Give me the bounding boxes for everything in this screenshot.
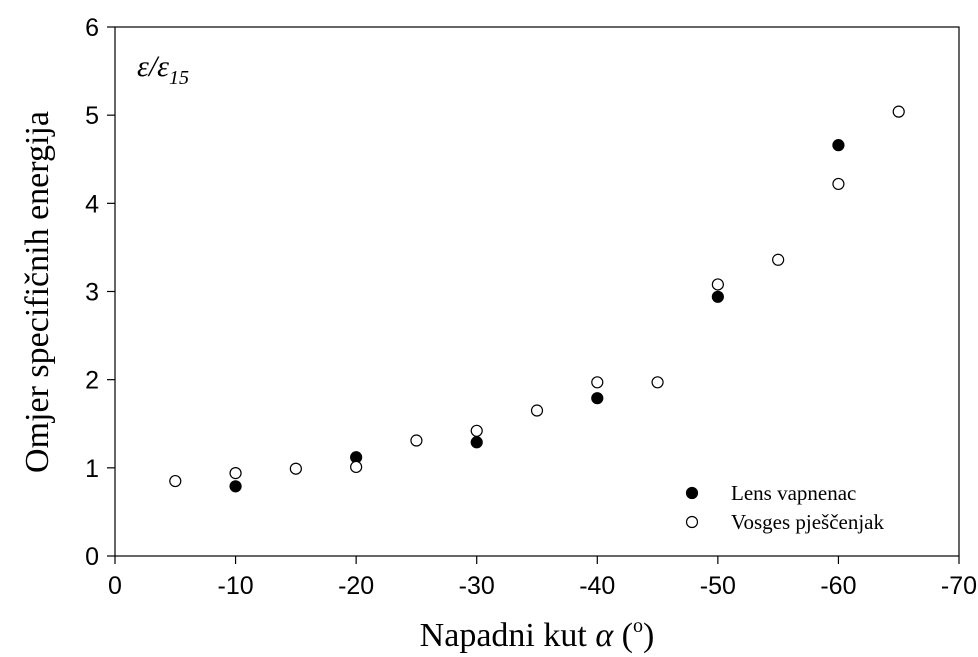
annotation-main: ε/ε bbox=[137, 50, 169, 83]
legend-label-series-1: Lens vapnenac bbox=[731, 481, 856, 505]
x-axis-title-main: Napadni kut bbox=[420, 617, 596, 654]
data-point-vosges-pjescenjak bbox=[169, 474, 182, 488]
x-tick-label: 0 bbox=[108, 572, 122, 600]
data-point-vosges-pjescenjak bbox=[470, 424, 483, 437]
data-point-vosges-pjescenjak bbox=[892, 105, 905, 118]
data-point-vosges-pjescenjak bbox=[530, 404, 544, 417]
y-axis: 0 1 2 3 4 5 6 bbox=[85, 14, 115, 571]
x-tick-label: -50 bbox=[700, 572, 736, 600]
data-point-vosges-pjescenjak bbox=[350, 460, 363, 474]
y-tick-label: 5 bbox=[85, 102, 99, 130]
data-point-lens-vapnenac bbox=[711, 290, 724, 303]
legend-marker-filled bbox=[685, 486, 699, 500]
legend-marker-open bbox=[685, 515, 699, 529]
x-axis: 0 -10 -20 -30 -40 -50 -60 -70 bbox=[108, 556, 977, 600]
data-point-vosges-pjescenjak bbox=[410, 434, 423, 447]
legend: Lens vapnenac Vosges pješčenjak bbox=[685, 481, 884, 534]
data-point-vosges-pjescenjak bbox=[832, 177, 845, 191]
data-point-lens-vapnenac bbox=[229, 480, 242, 493]
y-tick-label: 3 bbox=[85, 279, 99, 307]
y-tick-label: 2 bbox=[85, 367, 99, 395]
x-axis-title-unit-open: ( bbox=[613, 617, 633, 654]
annotation-subscript: 15 bbox=[169, 67, 189, 89]
data-point-lens-vapnenac bbox=[470, 436, 483, 449]
x-tick-label: -40 bbox=[579, 572, 615, 600]
data-point-vosges-pjescenjak bbox=[229, 467, 242, 480]
y-tick-label: 1 bbox=[85, 455, 99, 483]
data-point-vosges-pjescenjak bbox=[651, 376, 664, 389]
x-axis-title-symbol: α bbox=[595, 617, 614, 654]
x-tick-label: -20 bbox=[338, 572, 374, 600]
annotation-ratio: ε/ε15 bbox=[137, 50, 189, 89]
x-tick-label: -60 bbox=[820, 572, 856, 600]
y-tick-label: 4 bbox=[85, 190, 99, 218]
data-point-vosges-pjescenjak bbox=[772, 253, 785, 266]
data-point-vosges-pjescenjak bbox=[591, 376, 604, 389]
x-axis-title: Napadni kut α (o) bbox=[420, 615, 655, 654]
plot-frame bbox=[114, 26, 960, 557]
legend-label-series-2: Vosges pješčenjak bbox=[731, 510, 884, 534]
data-point-vosges-pjescenjak bbox=[711, 278, 724, 291]
x-axis-title-unit-sup: o bbox=[633, 615, 643, 637]
x-axis-title-unit-close: ) bbox=[643, 617, 654, 654]
x-tick-label: -10 bbox=[218, 572, 254, 600]
data-point-vosges-pjescenjak bbox=[289, 462, 302, 475]
y-tick-label: 6 bbox=[85, 14, 99, 42]
y-tick-label: 0 bbox=[85, 543, 99, 571]
data-points bbox=[169, 105, 905, 493]
data-point-lens-vapnenac bbox=[832, 139, 845, 152]
x-tick-label: -30 bbox=[459, 572, 495, 600]
x-tick-label: -70 bbox=[941, 572, 977, 600]
data-point-lens-vapnenac bbox=[591, 392, 604, 405]
y-axis-title: Omjer specifičnih energija bbox=[19, 111, 56, 473]
